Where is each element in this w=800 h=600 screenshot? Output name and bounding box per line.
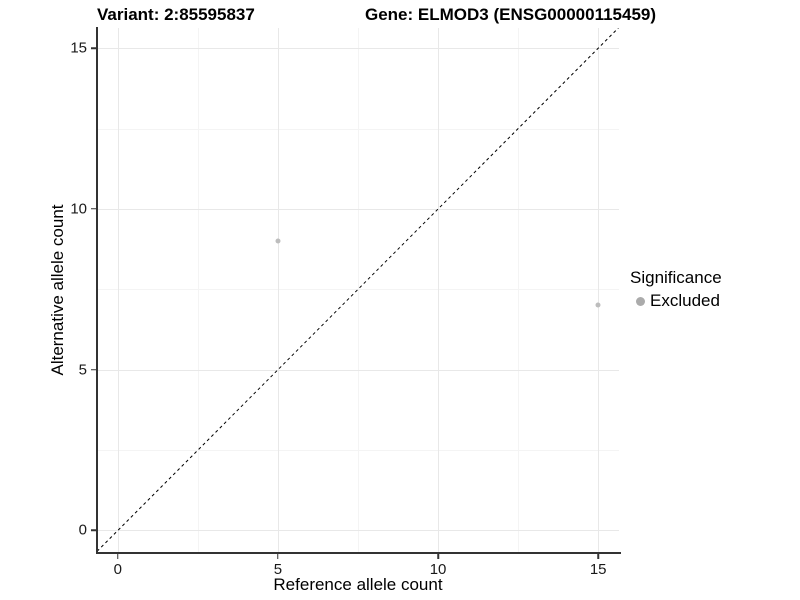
x-major-gridline [438,28,440,552]
x-axis: 0 5 10 15 [97,554,619,594]
gridlines [97,28,619,552]
y-minor-gridline [97,450,619,452]
x-tick-mark [437,554,439,559]
data-point-excluded-15-7 [595,302,601,308]
y-major-gridline [97,48,619,50]
x-major-gridline [117,28,119,552]
legend-title: Significance [630,268,722,287]
y-axis-title: Alternative allele count [48,204,67,376]
x-tick-mark [117,554,119,559]
plot-title-gene: Gene: ELMOD3 (ENSG00000115459) [365,5,657,24]
y-major-gridline [97,208,619,210]
x-tick-label: 0 [113,561,122,578]
x-tick-mark [277,554,279,559]
x-tick-label: 15 [589,561,607,578]
x-tick-label: 10 [429,561,447,578]
data-points-layer [97,28,619,552]
y-tick-mark [91,208,96,210]
plot-title-variant: Variant: 2:85595837 [97,5,255,24]
y-major-gridline [97,530,619,532]
y-minor-gridline [97,128,619,130]
x-axis-line [96,552,621,554]
data-point-excluded-5-9 [275,238,281,244]
y-axis-line [96,27,98,553]
y-tick-mark [91,529,96,532]
y-tick-mark [91,47,96,49]
legend: Significance Excluded [630,268,722,311]
y-major-gridline [97,369,619,371]
x-major-gridline [598,28,600,552]
x-axis-title: Reference allele count [273,575,443,594]
y-tick-label: 10 [70,200,87,218]
x-tick-mark [597,554,599,559]
legend-key-dot [636,296,645,306]
plot-panel [97,28,619,552]
y-minor-gridline [97,289,619,291]
x-tick-label: 5 [273,561,283,578]
y-tick-label: 5 [78,361,87,379]
legend-entry-excluded: Excluded [630,291,722,311]
y-tick-label: 0 [78,521,87,539]
y-axis: 0 5 10 15 [0,28,96,552]
x-major-gridline [277,28,279,552]
legend-entry-label: Excluded [650,291,720,310]
y-tick-mark [91,368,96,371]
y-tick-label: 15 [70,39,87,57]
